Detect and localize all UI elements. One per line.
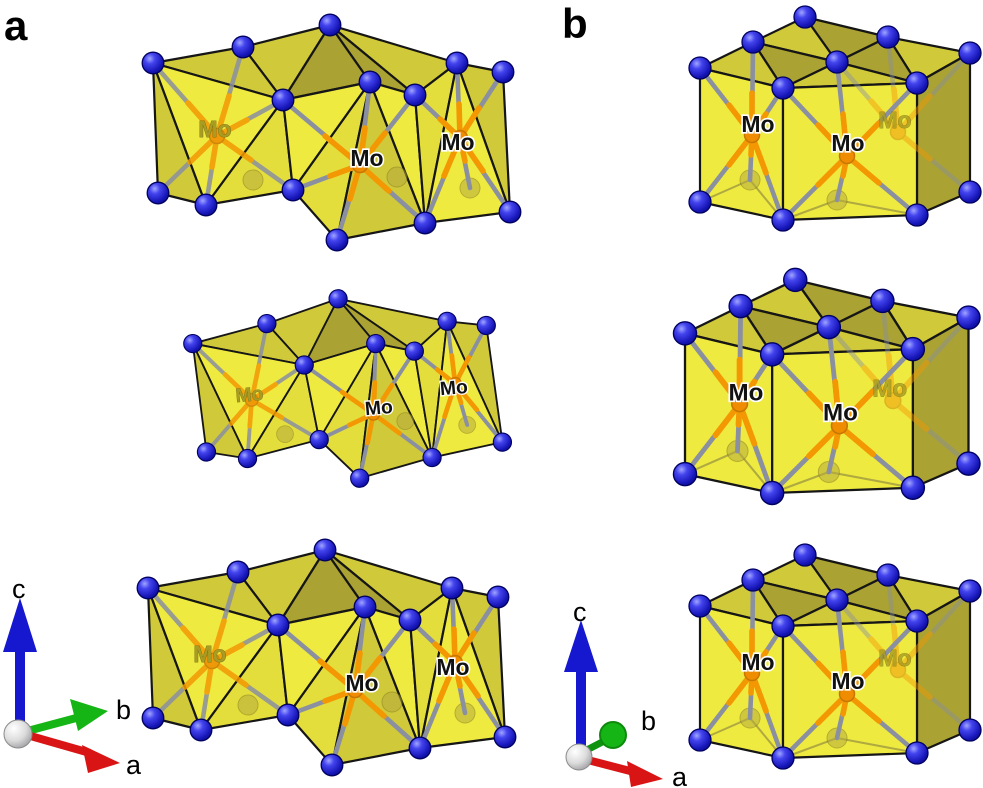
prism-cluster-row-1 (689, 6, 981, 231)
octahedra-cluster-row-3 (137, 539, 516, 776)
prism-cluster-row-2 (673, 268, 980, 504)
axis-b-cone-icon (599, 721, 627, 749)
panel-b-label: b (562, 0, 588, 47)
axis-b-label: b (116, 695, 131, 725)
axes-origin-sphere (565, 743, 593, 771)
panel-a-clusters (137, 14, 521, 776)
panel-a-label: a (4, 2, 28, 49)
axis-c-label: c (573, 597, 587, 627)
axis-a-label: a (672, 762, 688, 788)
axis-c-arrowhead-icon (3, 598, 37, 652)
axis-a-arrowhead-icon (82, 745, 120, 773)
prism-cluster-row-3 (689, 544, 981, 769)
axes-indicator-panel-b: c b a (564, 597, 688, 788)
octahedra-cluster-row-1 (142, 14, 521, 251)
octahedra-cluster-row-2 (180, 276, 514, 502)
axis-a-arrowhead-icon (627, 761, 663, 787)
axis-c-arrowhead-icon (564, 620, 598, 672)
axis-b-label: b (641, 706, 656, 736)
axes-indicator-panel-a: c b a (3, 574, 142, 780)
axis-b-arrowhead-icon (70, 699, 108, 731)
panel-b-clusters (673, 6, 981, 769)
axis-c-label: c (12, 574, 26, 604)
axis-a-label: a (126, 750, 142, 780)
axes-origin-sphere (3, 719, 33, 749)
